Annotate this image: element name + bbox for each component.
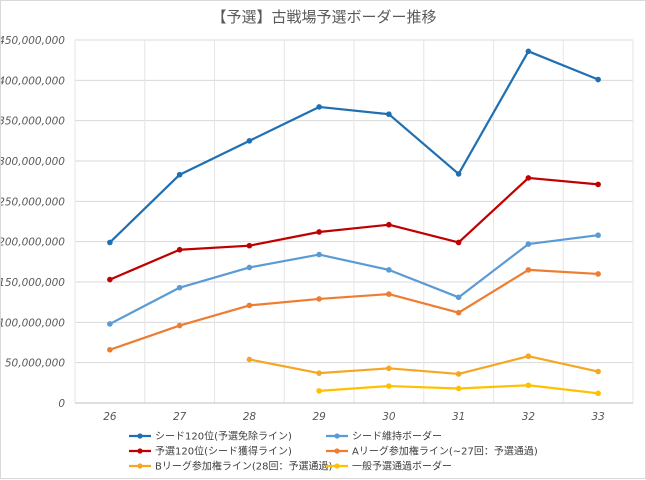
y-tick-label: 200,000,000 [1,237,65,249]
data-point [386,221,392,228]
x-tick-label: 28 [243,411,257,423]
series-line [109,176,599,281]
series-line [109,50,599,244]
legend-swatch-marker [137,433,143,439]
y-axis-tick-labels: 0 50,000,000 100,000,000 150,000,000 200,000… [1,35,65,410]
legend-label: Aリーグ参加権ライン(~27回：予選通過) [352,445,538,458]
x-axis-tick-labels: 26 27 28 29 30 31 32 33 [103,411,605,423]
gridlines [74,39,634,404]
legend-swatch-marker [137,463,143,469]
data-point [386,111,392,118]
data-point [246,356,253,363]
data-point [176,322,183,329]
x-tick-label: 26 [103,411,117,423]
data-point [525,382,532,389]
legend-item: 一般予選通過ボーダー [326,460,452,473]
data-point [386,291,392,297]
data-point [386,383,392,389]
series-0 [107,48,601,246]
data-point [455,385,462,392]
data-point [595,232,601,239]
data-point [246,264,253,271]
legend: シード120位(予選免除ライン) シード維持ボーダー予選120位(シード獲得ライン… [129,430,538,473]
data-point [107,239,113,246]
data-point [525,353,532,360]
chart-title: 【予選】古戦場予選ボーダー推移 [211,8,436,26]
x-tick-label: 31 [452,411,465,423]
x-tick-label: 32 [522,411,536,423]
y-tick-label: 350,000,000 [1,116,65,128]
data-point [595,271,601,277]
y-tick-label: 50,000,000 [5,358,65,370]
legend-label: シード維持ボーダー [352,430,442,443]
data-point [107,321,113,327]
y-tick-label: 450,000,000 [1,35,65,47]
y-tick-label: 250,000,000 [1,196,65,208]
legend-swatch-marker [334,463,340,469]
series-line [109,268,599,351]
data-point [455,371,462,377]
data-point [316,370,322,376]
data-point [246,138,253,144]
data-point [176,171,183,178]
y-tick-label: 150,000,000 [1,277,65,289]
legend-swatch-marker [137,448,143,454]
data-point [107,346,113,353]
data-point [316,251,322,258]
data-point [595,76,601,83]
y-tick-label: 400,000,000 [1,75,65,87]
x-tick-label: 27 [173,411,187,423]
legend-item: シード120位(予選免除ライン) [129,430,292,443]
data-point [525,48,532,55]
data-point [316,229,322,235]
legend-swatch-marker [334,448,340,454]
data-point [316,104,322,110]
legend-item: Aリーグ参加権ライン(~27回：予選通過) [326,445,538,458]
data-point [176,246,183,253]
data-point [455,309,462,316]
series-1 [107,232,601,327]
data-point [386,365,392,372]
legend-item: シード維持ボーダー [326,430,442,443]
y-tick-label: 300,000,000 [1,156,65,168]
legend-label: シード120位(予選免除ライン) [155,430,292,443]
data-point [455,171,462,177]
data-point [455,239,462,246]
data-point [525,267,532,273]
data-point [386,267,392,273]
data-point [595,368,601,375]
data-point [525,241,532,247]
data-point [525,175,532,181]
legend-swatch-marker [334,433,340,439]
data-point [595,390,601,397]
legend-item: Bリーグ参加権ライン(28回：予選通過) [129,460,332,473]
data-point [176,284,183,291]
data-point [316,296,322,302]
data-point [455,294,462,301]
series-4 [246,353,601,377]
data-point [316,388,322,394]
series-line [109,234,599,325]
data-point [246,302,253,309]
data-point [246,242,253,249]
series-2 [107,175,601,283]
legend-item: 予選120位(シード獲得ライン) [129,445,292,458]
data-point [595,181,601,188]
legend-label: 一般予選通過ボーダー [352,460,452,473]
series-5 [316,382,601,397]
data-point [107,276,113,283]
series-lines [107,48,601,397]
legend-label: Bリーグ参加権ライン(28回：予選通過) [155,460,332,473]
series-line [249,355,599,376]
series-3 [107,267,601,353]
x-tick-label: 29 [312,411,326,423]
y-tick-label: 100,000,000 [1,317,65,329]
x-tick-label: 33 [591,411,604,423]
legend-label: 予選120位(シード獲得ライン) [155,445,292,458]
y-tick-label: 0 [58,398,65,410]
x-tick-label: 30 [382,411,396,423]
